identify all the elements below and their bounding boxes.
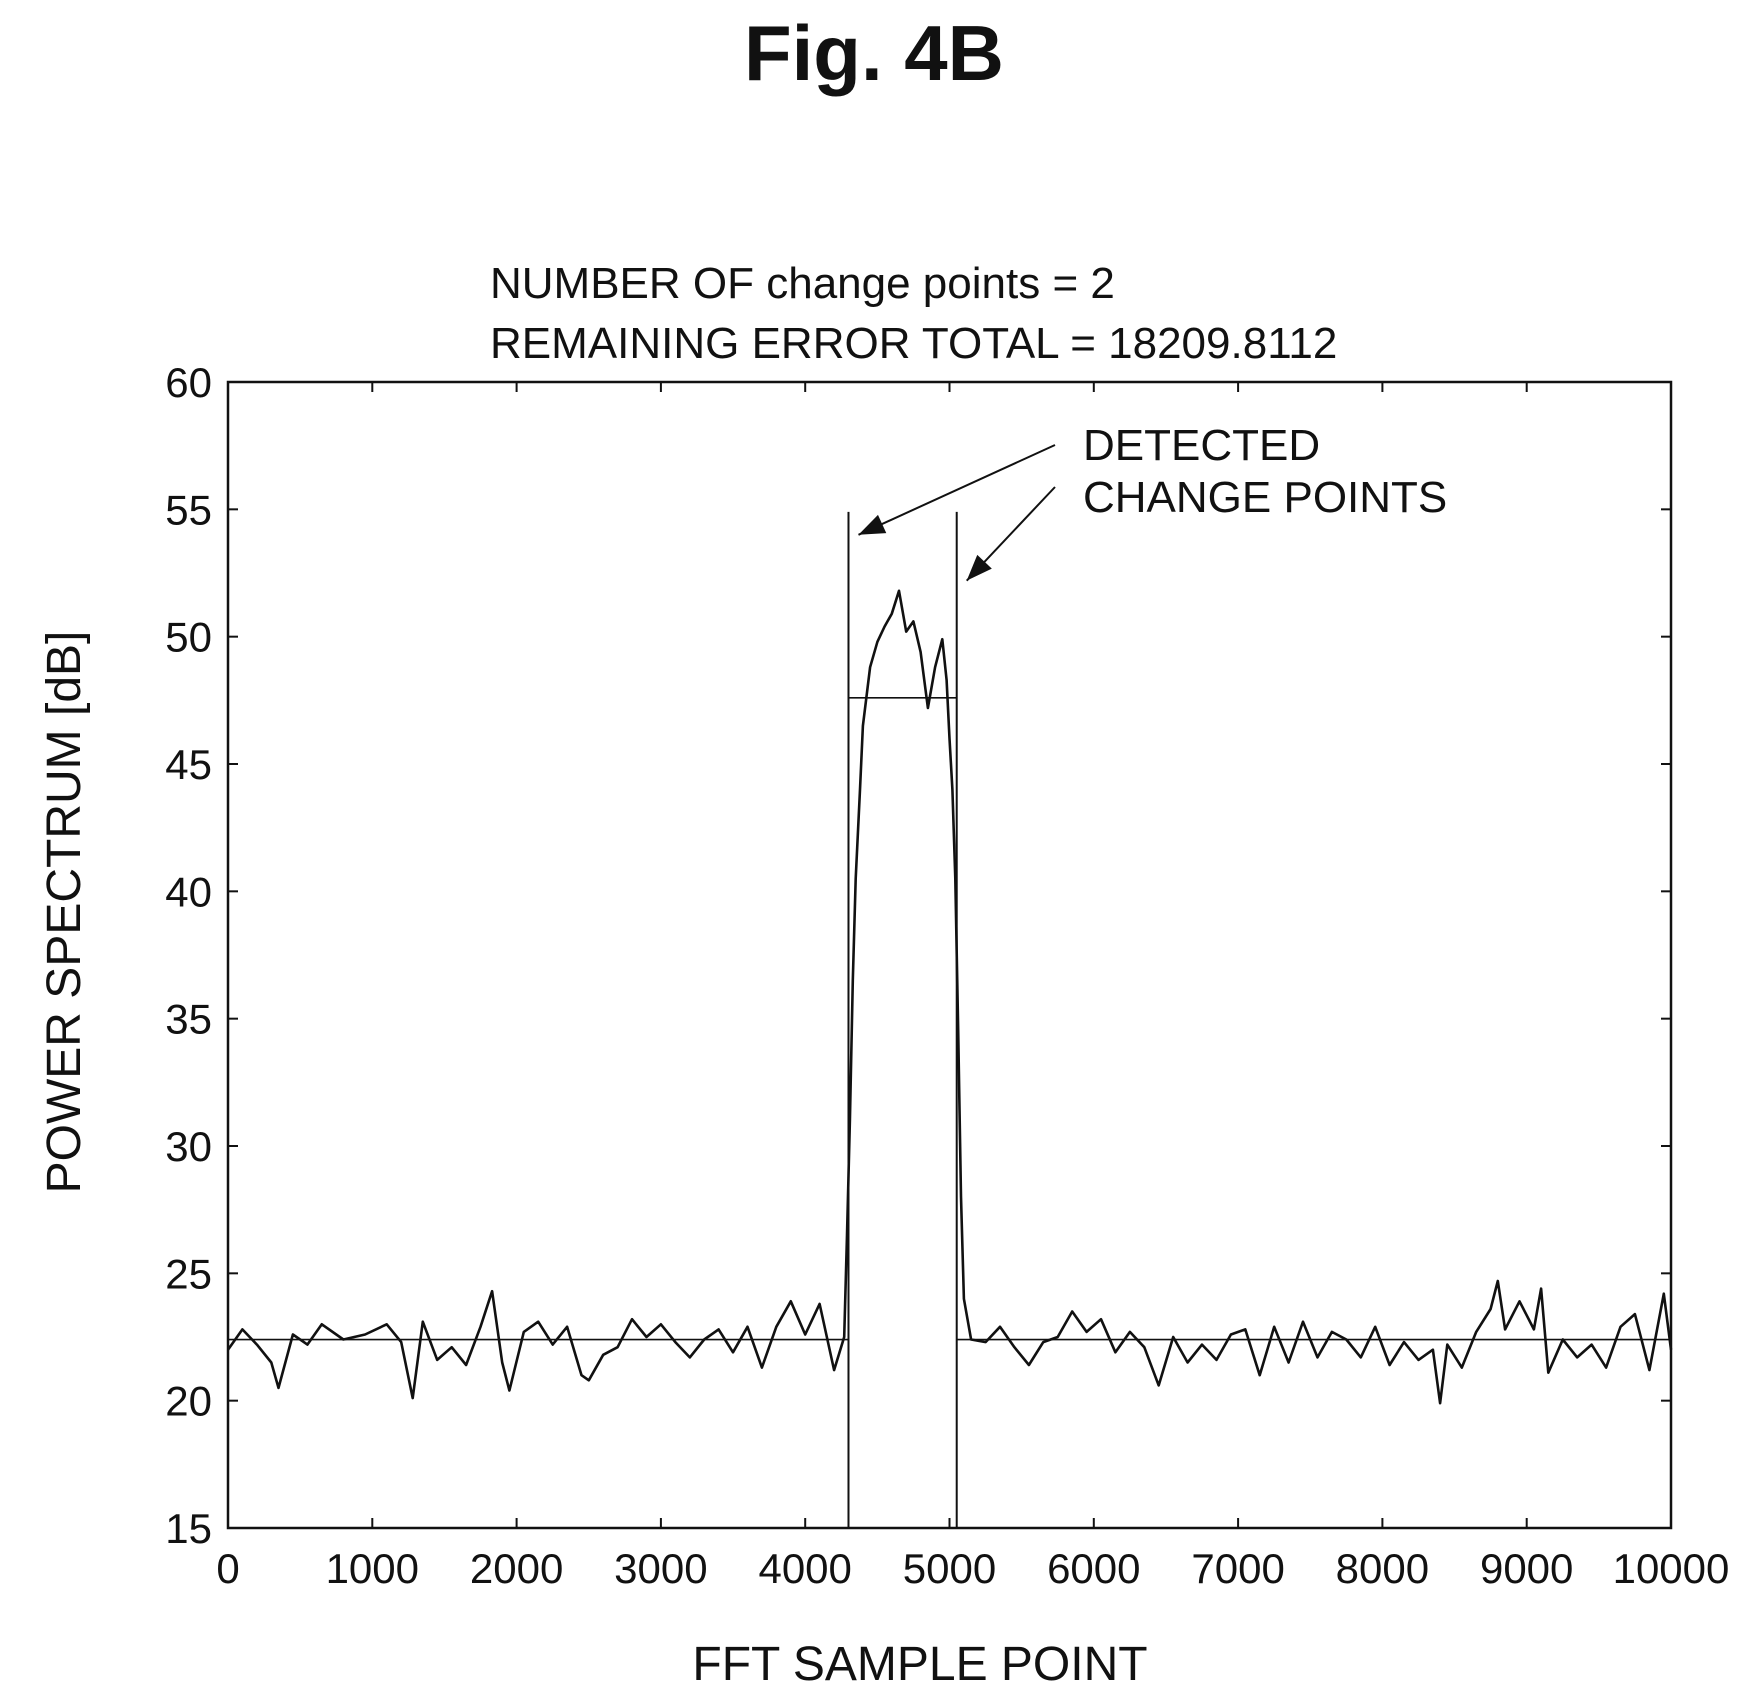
y-tick-label: 15 [165, 1505, 212, 1552]
x-tick-label: 6000 [1047, 1545, 1140, 1592]
x-tick-label: 9000 [1480, 1545, 1573, 1592]
y-tick-label: 55 [165, 486, 212, 533]
x-tick-labels: 0 1000 2000 3000 4000 5000 6000 7000 8000 9000 100… [216, 1545, 1729, 1592]
x-tick-label: 1000 [326, 1545, 419, 1592]
figure-title: Fig. 4B [743, 9, 1004, 97]
series-line [226, 589, 1673, 1405]
annotation-line-2: CHANGE POINTS [1083, 473, 1447, 522]
chart-title-line-2: REMAINING ERROR TOTAL = 18209.8112 [490, 319, 1337, 368]
series-group [226, 589, 1673, 1405]
y-axis-label: POWER SPECTRUM [dB] [38, 631, 91, 1194]
y-tick-label: 25 [165, 1250, 212, 1297]
segment-means [228, 696, 1671, 1341]
annotation-arrow-head [966, 554, 992, 581]
x-tick-label: 3000 [614, 1545, 707, 1592]
chart-title-line-1: NUMBER OF change points = 2 [490, 259, 1115, 308]
x-tick-label: 2000 [470, 1545, 563, 1592]
y-tick-label: 35 [165, 996, 212, 1043]
y-tick-label: 45 [165, 741, 212, 788]
y-tick-label: 30 [165, 1123, 212, 1170]
change-points-annotation: DETECTED CHANGE POINTS [858, 421, 1447, 582]
y-tick-label: 50 [165, 614, 212, 661]
plot-frame [226, 380, 1673, 1530]
y-tick-label: 40 [165, 868, 212, 915]
chart-title: NUMBER OF change points = 2 REMAINING ER… [490, 259, 1337, 368]
y-tick-labels: 15 20 25 30 35 40 45 50 55 60 [165, 359, 212, 1552]
annotation-arrow-line [858, 444, 1056, 536]
x-axis-label: FFT SAMPLE POINT [692, 1638, 1147, 1691]
x-tick-label: 7000 [1191, 1545, 1284, 1592]
x-tick-label: 10000 [1613, 1545, 1730, 1592]
x-tick-label: 5000 [903, 1545, 996, 1592]
annotation-line-1: DETECTED [1083, 421, 1320, 470]
x-tick-label: 0 [216, 1545, 239, 1592]
x-tick-label: 4000 [758, 1545, 851, 1592]
y-tick-label: 20 [165, 1378, 212, 1425]
x-tick-label: 8000 [1336, 1545, 1429, 1592]
annotation-arrow-head [858, 514, 887, 535]
change-point-lines [847, 511, 958, 1528]
y-tick-label: 60 [165, 359, 212, 406]
